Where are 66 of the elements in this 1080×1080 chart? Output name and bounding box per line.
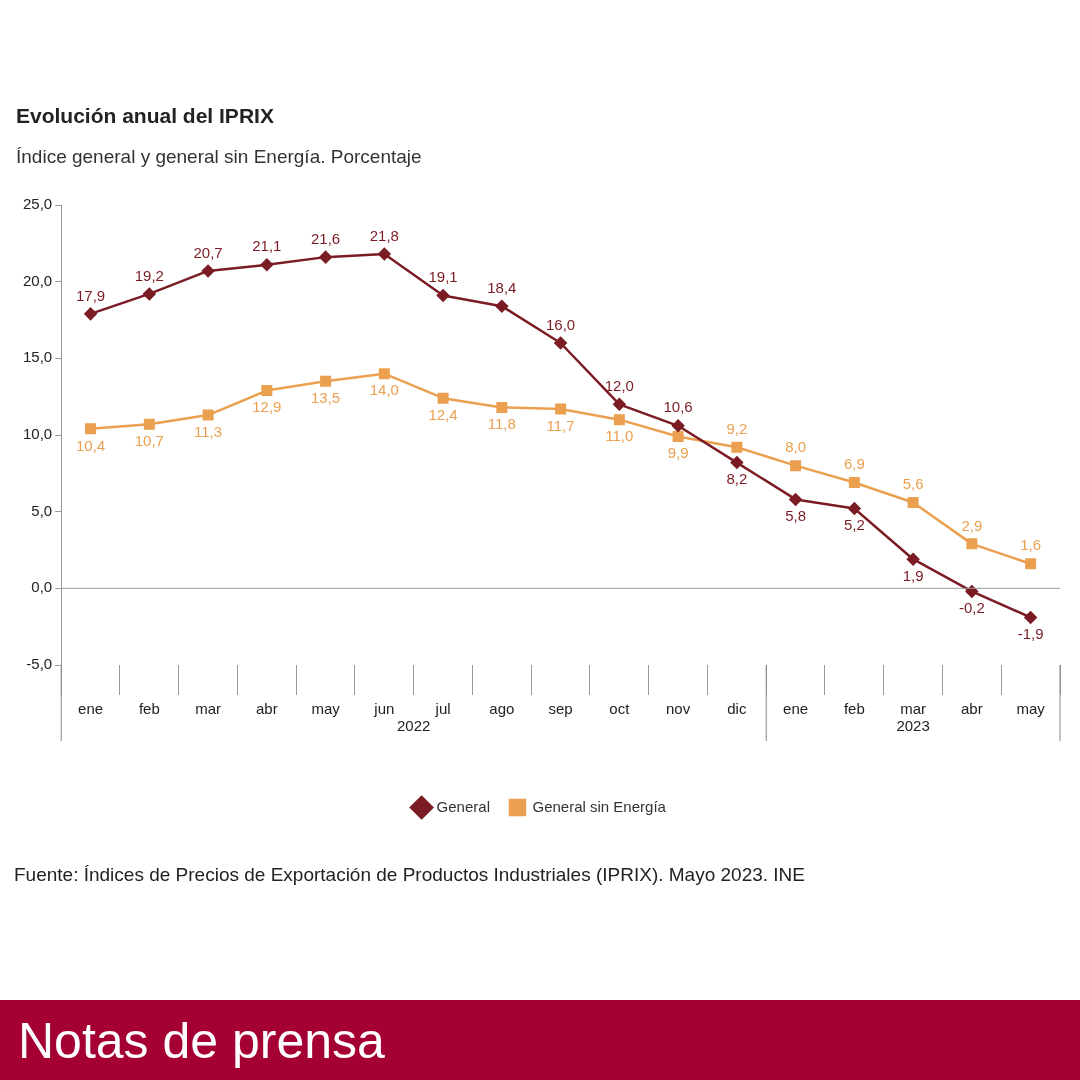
data-label: 12,4 bbox=[428, 405, 458, 423]
x-tick-label: sep bbox=[548, 700, 573, 718]
x-tick-label: may bbox=[311, 700, 341, 718]
data-label: 5,6 bbox=[902, 475, 924, 493]
data-label: 14,0 bbox=[369, 381, 399, 399]
data-label: 12,9 bbox=[252, 398, 282, 416]
data-label: 10,7 bbox=[134, 431, 164, 449]
data-label: 13,5 bbox=[310, 388, 341, 406]
source-note: Fuente: Índices de Precios de Exportación de Productos Industriales (IPRIX). Mayo 2023. INE bbox=[14, 864, 806, 886]
y-tick-label: 20,0 bbox=[22, 271, 53, 289]
x-tick-label: ene bbox=[783, 700, 809, 718]
data-label: 17,9 bbox=[75, 286, 106, 304]
data-label: 6,9 bbox=[843, 455, 865, 473]
data-label: 5,2 bbox=[843, 516, 865, 534]
x-tick-label: abr bbox=[961, 700, 983, 718]
x-tick-label: mar bbox=[900, 700, 927, 718]
x-tick-label: nov bbox=[666, 700, 691, 718]
data-label: 9,2 bbox=[726, 419, 748, 437]
data-label: 8,0 bbox=[785, 438, 807, 456]
chart-title: Evolución anual del IPRIX bbox=[16, 104, 274, 128]
x-tick-label: ago bbox=[489, 700, 515, 718]
data-label: 11,8 bbox=[487, 415, 516, 433]
data-label: -1,9 bbox=[1017, 625, 1044, 643]
legend-label: General bbox=[436, 797, 490, 815]
data-label: 1,9 bbox=[902, 566, 924, 584]
text: 2022 bbox=[397, 717, 431, 735]
x-tick-label: jul bbox=[434, 700, 451, 718]
x-tick-label: feb bbox=[843, 700, 865, 718]
x-tick-label: oct bbox=[609, 700, 631, 718]
data-label: 5,8 bbox=[785, 507, 807, 525]
legend-label: General sin Energía bbox=[532, 797, 667, 815]
data-label: 11,7 bbox=[546, 416, 575, 434]
x-tick-label: dic bbox=[727, 700, 747, 718]
data-label: 8,2 bbox=[726, 470, 748, 488]
x-tick-label: mar bbox=[195, 700, 221, 718]
data-label: 19,2 bbox=[134, 266, 164, 284]
x-tick-label: may bbox=[1016, 700, 1046, 718]
data-label: 10,4 bbox=[75, 436, 106, 454]
text: Notas de prensa bbox=[18, 1012, 385, 1070]
chart-subtitle: Índice general y general sin Energía. Porcentaje bbox=[16, 146, 422, 168]
data-label: 11,3 bbox=[194, 422, 223, 440]
data-label: 10,6 bbox=[663, 398, 693, 416]
data-label: 19,1 bbox=[428, 268, 458, 286]
text: 2023 bbox=[896, 717, 930, 735]
data-label: 12,0 bbox=[604, 376, 634, 394]
data-label: 1,6 bbox=[1020, 536, 1042, 554]
x-tick-label: abr bbox=[255, 700, 278, 718]
x-tick-label: jun bbox=[373, 700, 395, 718]
data-label: 21,1 bbox=[252, 237, 282, 255]
data-label: 20,7 bbox=[193, 243, 223, 261]
data-label: 2,9 bbox=[961, 516, 983, 534]
data-label: 21,6 bbox=[310, 229, 341, 247]
y-tick-label: 25,0 bbox=[22, 195, 53, 213]
data-label: 21,8 bbox=[369, 226, 399, 244]
y-tick-label: -5,0 bbox=[26, 655, 53, 673]
data-label: -0,2 bbox=[958, 599, 985, 617]
y-tick-label: 0,0 bbox=[31, 578, 53, 596]
y-tick-label: 5,0 bbox=[31, 501, 53, 519]
y-tick-label: 10,0 bbox=[22, 425, 53, 443]
data-label: 18,4 bbox=[487, 278, 517, 296]
x-tick-label: feb bbox=[138, 700, 160, 718]
data-label: 9,9 bbox=[667, 444, 689, 462]
y-tick-label: 15,0 bbox=[22, 348, 53, 366]
x-tick-label: ene bbox=[78, 700, 104, 718]
data-label: 11,0 bbox=[605, 427, 634, 445]
data-label: 16,0 bbox=[546, 315, 576, 333]
